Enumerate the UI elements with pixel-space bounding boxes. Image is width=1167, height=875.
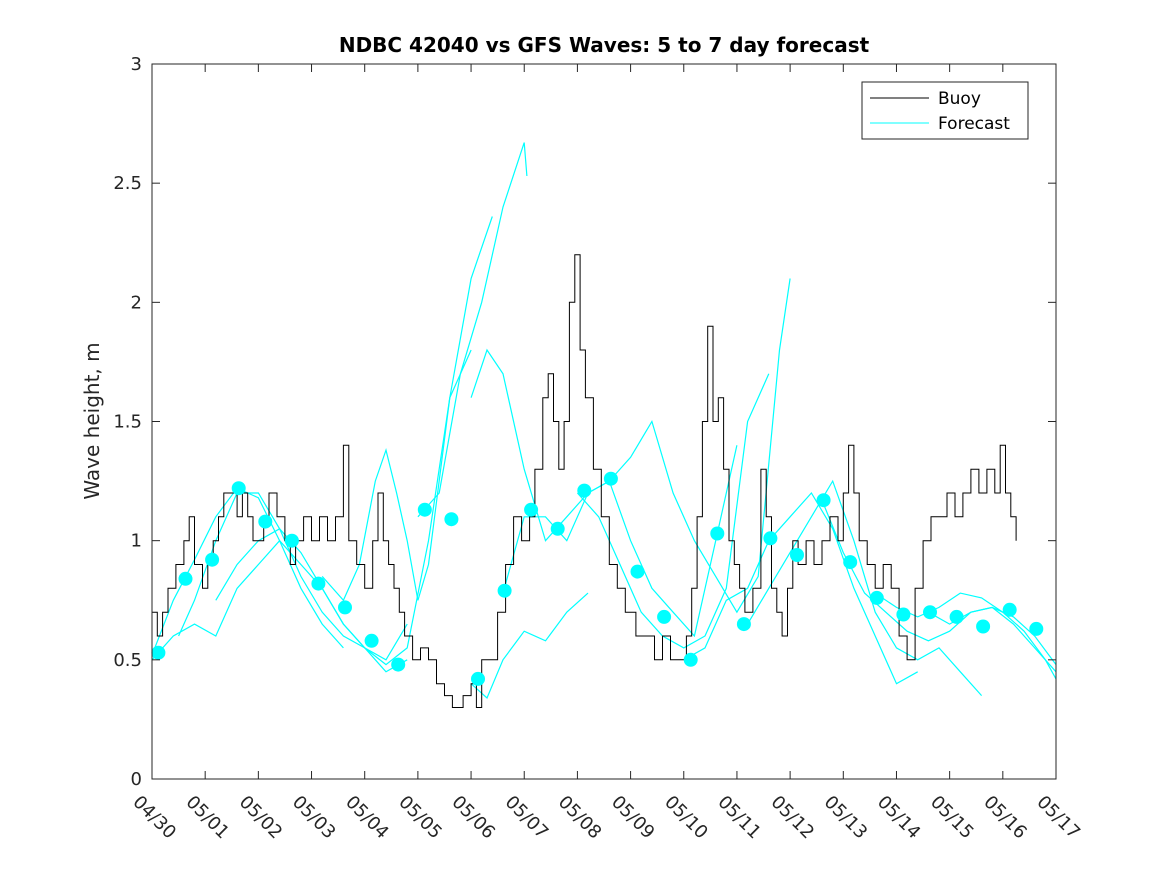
forecast-marker-4 [231, 481, 246, 496]
forecast-marker-1 [151, 645, 166, 660]
forecast-marker-11 [417, 502, 432, 517]
forecast-marker-27 [843, 555, 858, 570]
forecast-marker-31 [949, 609, 964, 624]
forecast-line-14 [821, 499, 1057, 673]
forecast-line-6 [417, 142, 528, 518]
forecast-marker-30 [923, 605, 937, 620]
forecast-line-16 [928, 606, 1057, 665]
forecast-marker-17 [577, 483, 592, 498]
forecast-line-13 [747, 479, 983, 697]
forecast-marker-25 [790, 548, 804, 562]
forecast-line-5 [321, 216, 493, 602]
y-tick-label-0: 0 [131, 769, 142, 790]
y-axis-title: Wave height, m [80, 342, 104, 499]
y-tick-label-2: 1 [131, 531, 142, 552]
forecast-marker-3 [205, 552, 220, 567]
forecast-marker-13 [471, 671, 485, 686]
forecast-marker-20 [657, 609, 672, 624]
forecast-marker-2 [178, 571, 193, 586]
forecast-marker-22 [710, 526, 725, 541]
forecast-marker-16 [550, 521, 565, 536]
forecast-marker-32 [976, 619, 991, 634]
forecast-marker-28 [869, 590, 884, 605]
forecast-marker-10 [391, 657, 406, 672]
forecast-marker-24 [763, 531, 778, 546]
forecast-marker-15 [524, 502, 539, 517]
forecast-marker-33 [1002, 602, 1017, 617]
forecast-marker-34 [1029, 621, 1044, 636]
forecast-marker-8 [338, 600, 352, 615]
forecast-marker-12 [444, 512, 459, 527]
forecast-line-11 [608, 278, 791, 614]
forecast-marker-6 [284, 533, 299, 548]
forecast-marker-9 [364, 633, 379, 648]
y-tick-label-1: 0.5 [113, 650, 142, 671]
forecast-marker-29 [896, 607, 911, 622]
chart-title: NDBC 42040 vs GFS Waves: 5 to 7 day fore… [339, 33, 870, 57]
legend-box [861, 81, 1029, 140]
legend: Buoy Forecast [861, 81, 1029, 140]
forecast-marker-19 [630, 564, 645, 579]
y-tick-label-4: 2 [131, 292, 142, 313]
forecast-marker-23 [736, 617, 751, 632]
legend-buoy-label: Buoy [938, 89, 981, 109]
forecast-line-7 [470, 592, 589, 700]
legend-forecast-label: Forecast [938, 114, 1010, 134]
forecast-line-12 [683, 491, 918, 685]
plot-area [151, 142, 1057, 708]
forecast-marker-7 [311, 576, 326, 591]
forecast-marker-26 [816, 493, 831, 508]
forecast-line-9 [502, 445, 738, 638]
forecast-marker-18 [603, 471, 618, 486]
forecast-marker-21 [683, 652, 698, 667]
forecast-marker-5 [258, 514, 273, 529]
forecast-marker-14 [497, 583, 512, 598]
y-tick-label-6: 3 [131, 54, 142, 75]
buoy-line [152, 254, 1017, 708]
y-tick-label-3: 1.5 [113, 412, 142, 433]
y-tick-label-5: 2.5 [113, 173, 142, 194]
